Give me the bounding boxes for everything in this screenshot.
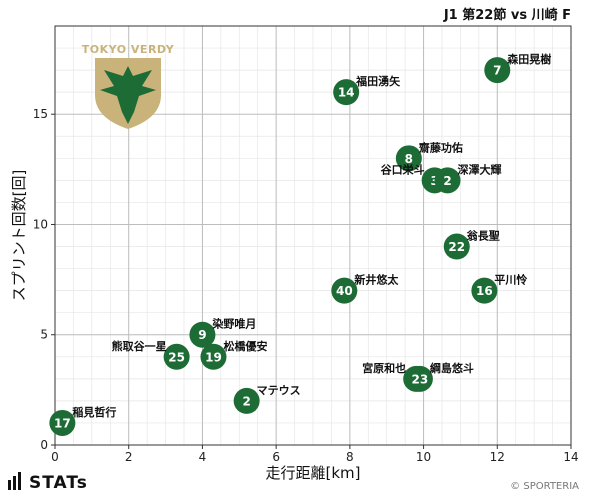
point-number: 17 bbox=[54, 416, 71, 430]
y-axis-label: スプリント回数[回] bbox=[10, 170, 28, 302]
point-label: 新井悠太 bbox=[354, 273, 399, 287]
point-number: 2 bbox=[242, 394, 250, 408]
point-marker bbox=[406, 365, 433, 392]
x-tick-label: 4 bbox=[199, 450, 207, 464]
bars-icon bbox=[8, 472, 23, 495]
point-label: 熊取谷一星 bbox=[112, 339, 167, 353]
point-number: 25 bbox=[168, 350, 185, 364]
y-tick-label: 0 bbox=[40, 438, 48, 452]
point-label: 綱島悠斗 bbox=[430, 361, 474, 375]
x-tick-label: 2 bbox=[125, 450, 133, 464]
point-label: 翁長聖 bbox=[467, 229, 500, 243]
eagle-icon bbox=[100, 66, 156, 124]
point-marker bbox=[484, 57, 511, 84]
chart-title: J1 第22節 vs 川崎 F bbox=[443, 8, 571, 23]
point-number: 40 bbox=[336, 284, 353, 298]
y-tick-label: 5 bbox=[40, 328, 48, 342]
point-label: 森田晃樹 bbox=[507, 52, 551, 66]
point-number: 9 bbox=[198, 328, 206, 342]
player-point: 8 齋藤功佑 bbox=[395, 140, 463, 172]
player-point: 2 マテウス bbox=[233, 384, 301, 414]
point-label: 深澤大輝 bbox=[458, 162, 502, 176]
point-number: 8 bbox=[405, 152, 413, 166]
point-label: 平川怜 bbox=[494, 273, 527, 287]
point-marker bbox=[233, 387, 260, 414]
plot-frame bbox=[54, 25, 572, 446]
y-tick-label: 10 bbox=[33, 217, 48, 231]
point-number: 7 bbox=[493, 64, 501, 78]
point-marker bbox=[434, 167, 461, 194]
data-points: 17稲見哲行2マテウス25熊取谷一星19松橋優安9染野唯月40新井悠太14福田湧… bbox=[49, 52, 551, 436]
point-marker bbox=[49, 409, 76, 436]
x-tick-label: 14 bbox=[563, 450, 578, 464]
point-label: 松橋優安 bbox=[223, 339, 267, 353]
club-logo: TOKYO VERDY bbox=[82, 43, 175, 129]
point-marker bbox=[189, 321, 216, 348]
logo-wordmark: TOKYO VERDY bbox=[82, 43, 175, 56]
player-point: 2 深澤大輝 bbox=[434, 162, 502, 194]
point-label: 谷口栄斗 bbox=[381, 162, 425, 176]
x-tick-label: 0 bbox=[51, 450, 59, 464]
x-tick-label: 6 bbox=[272, 450, 280, 464]
point-label: 稲見哲行 bbox=[72, 405, 116, 419]
point-number: 16 bbox=[476, 284, 493, 298]
point-number: 19 bbox=[205, 350, 222, 364]
y-tick-label: 15 bbox=[33, 107, 48, 121]
x-tick-label: 8 bbox=[346, 450, 354, 464]
player-point: 9 染野唯月 bbox=[189, 317, 256, 348]
point-marker bbox=[331, 277, 358, 304]
stats-brand: STATs bbox=[8, 472, 88, 495]
copyright-text: © SPORTERIA bbox=[510, 481, 579, 492]
x-tick-label: 12 bbox=[490, 450, 505, 464]
axis-ticks: 0 2 4 6 8 10 12 14 0 5 10 15 bbox=[33, 107, 579, 464]
point-number: 2 bbox=[443, 174, 451, 188]
point-number: 14 bbox=[338, 86, 355, 100]
point-label: 福田湧矢 bbox=[355, 74, 401, 88]
point-label: マテウス bbox=[257, 384, 301, 397]
brand-label: STATs bbox=[29, 473, 88, 493]
point-label: 齋藤功佑 bbox=[418, 140, 463, 154]
point-number: 23 bbox=[412, 372, 429, 386]
point-marker bbox=[395, 145, 422, 172]
point-marker bbox=[333, 79, 360, 106]
point-label: 染野唯月 bbox=[212, 317, 256, 331]
x-tick-label: 10 bbox=[416, 450, 431, 464]
player-point: 7 森田晃樹 bbox=[484, 52, 551, 84]
point-label: 宮原和也 bbox=[362, 361, 406, 375]
point-marker bbox=[163, 343, 190, 370]
point-marker bbox=[443, 233, 470, 260]
point-marker bbox=[200, 343, 227, 370]
point-number: 22 bbox=[448, 240, 465, 254]
x-axis-label: 走行距離[km] bbox=[265, 464, 360, 482]
point-marker bbox=[471, 277, 498, 304]
